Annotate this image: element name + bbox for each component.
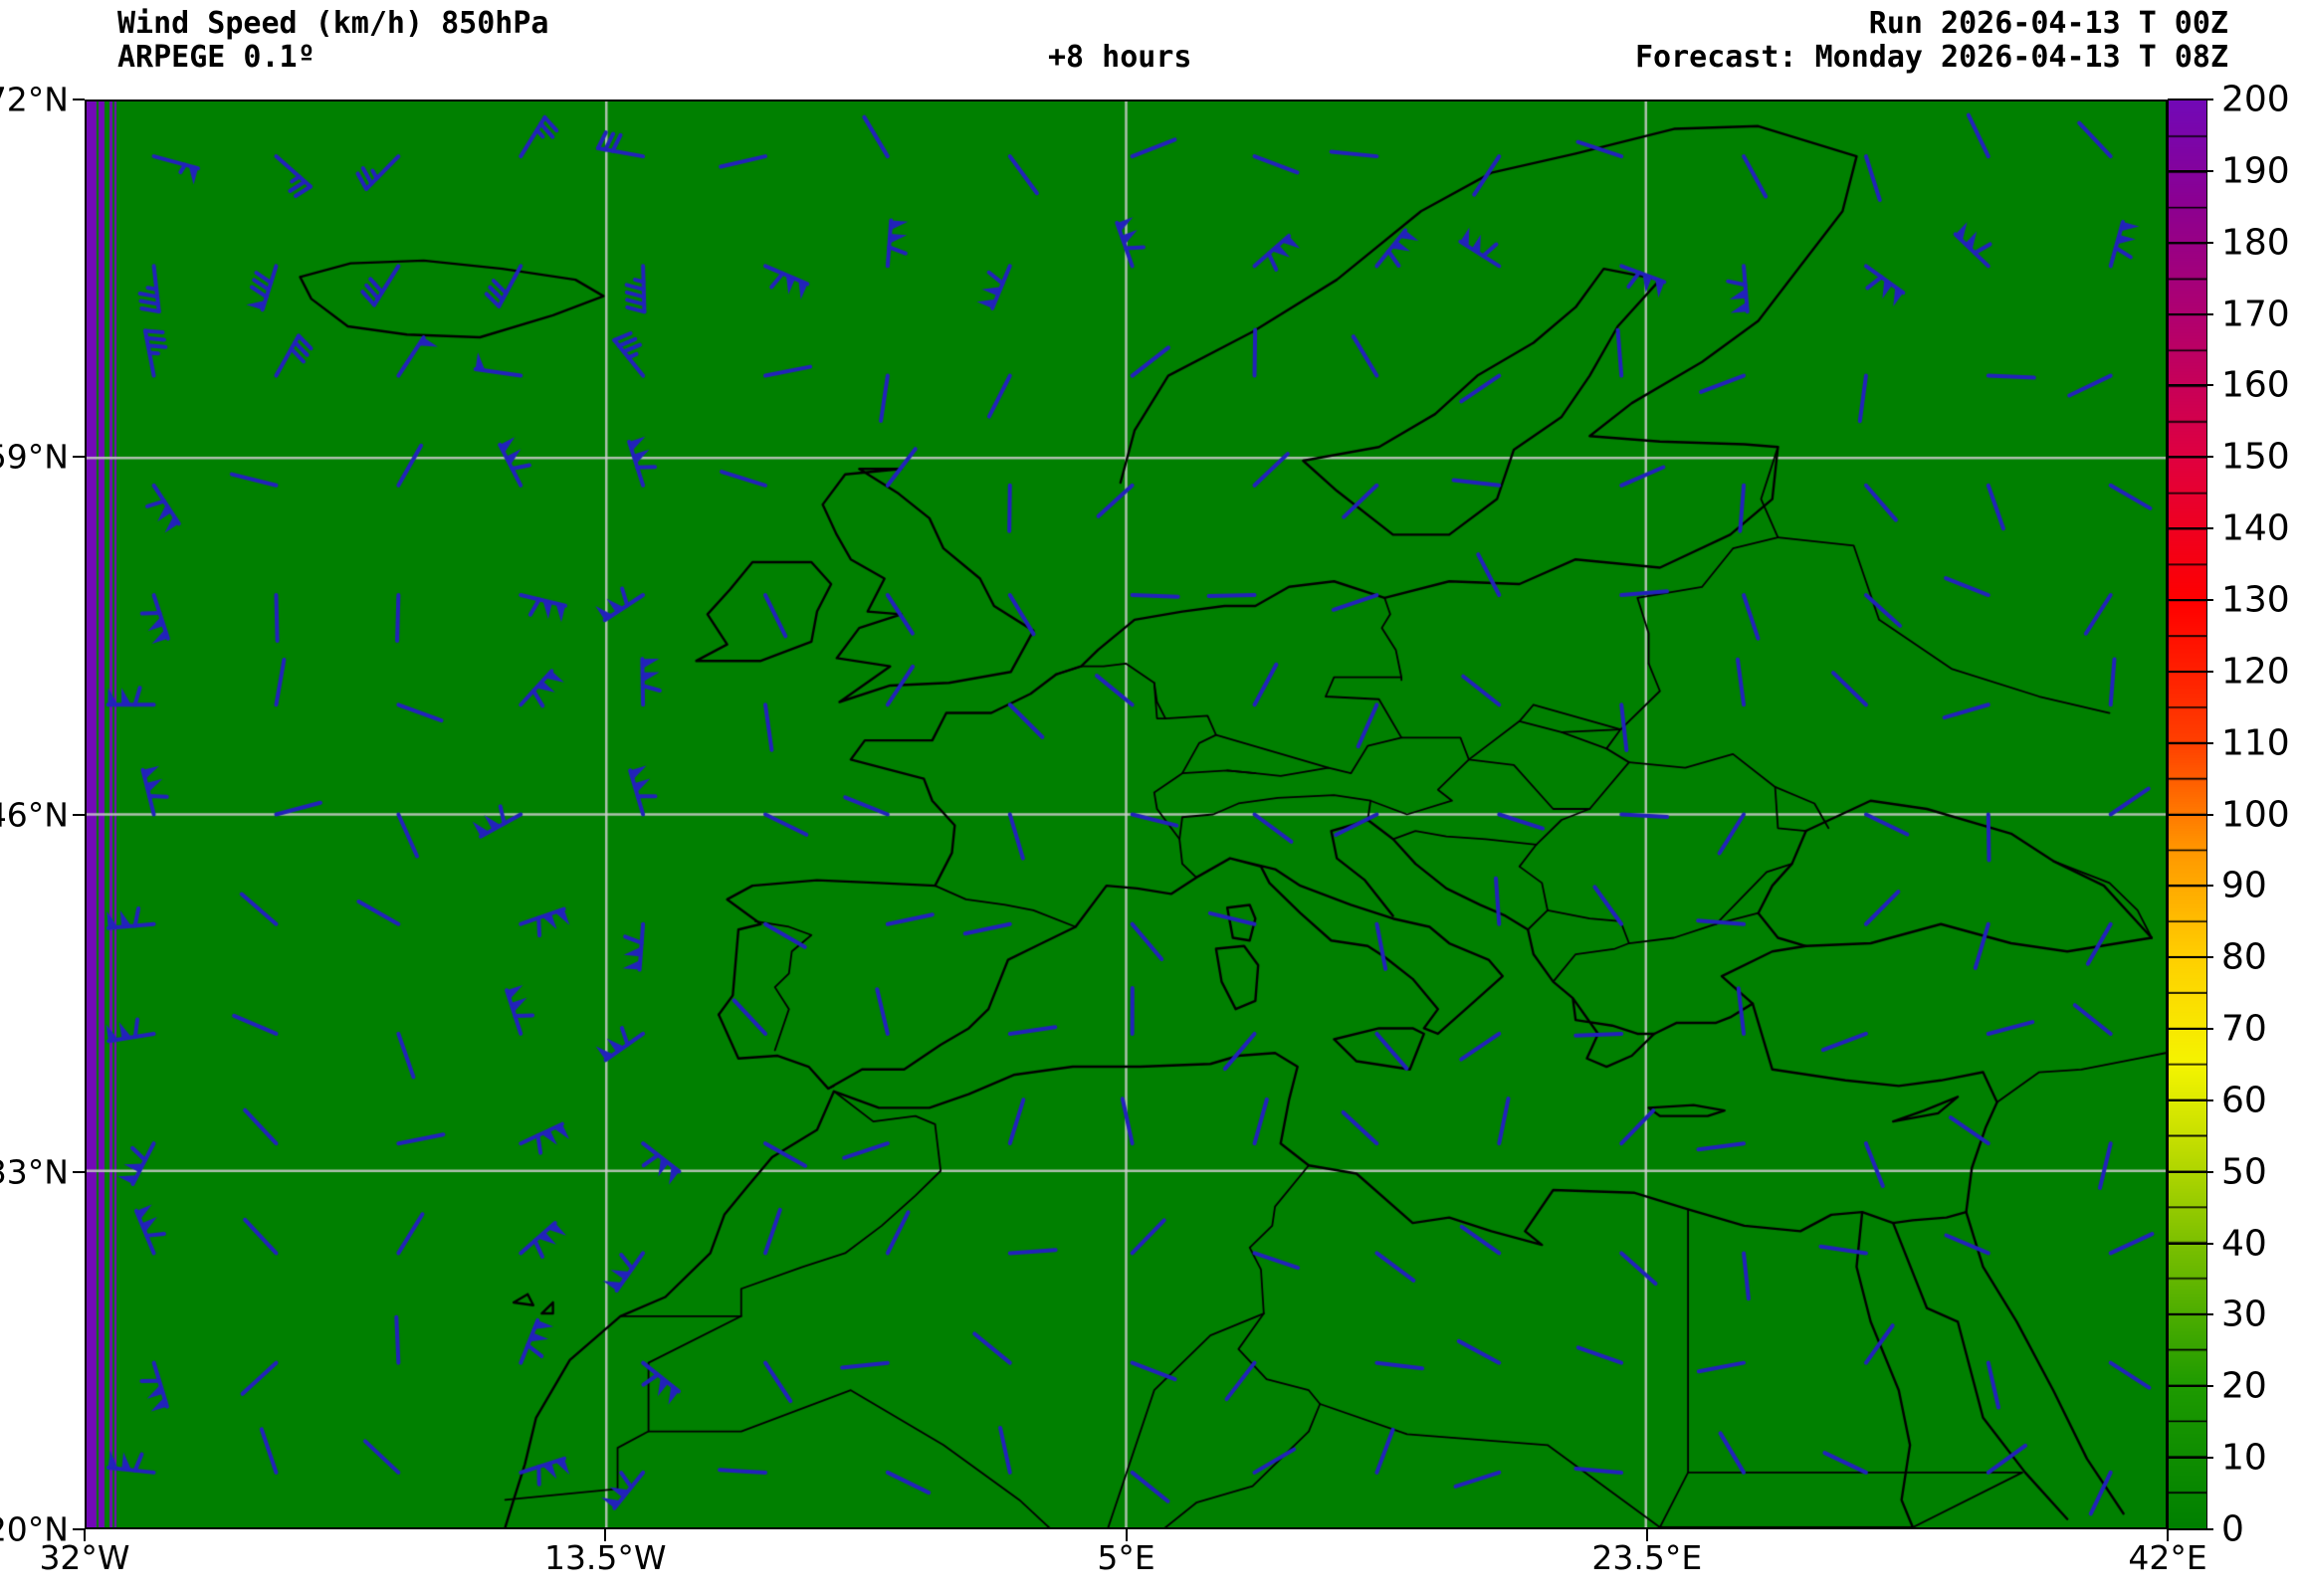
- colorbar-tick-mark: [2168, 741, 2213, 744]
- colorbar-tick-label: 30: [2221, 1294, 2267, 1335]
- colorbar-tick-label: 200: [2221, 79, 2290, 120]
- page-title: Wind Speed (km/h) 850hPa: [117, 6, 549, 41]
- latitude-tick-mark: [73, 813, 85, 816]
- colorbar-tick-mark: [2168, 99, 2213, 100]
- colorbar-tick-mark: [2168, 1242, 2213, 1245]
- map-header: Wind Speed (km/h) 850hPa ARPEGE 0.1º +8 …: [0, 0, 2302, 100]
- longitude-tick-mark: [1645, 1529, 1648, 1541]
- colorbar-tick-label: 190: [2221, 150, 2290, 192]
- weather-map-panel[interactable]: [85, 100, 2168, 1529]
- colorbar-tick-mark: [2168, 956, 2213, 959]
- latitude-tick-mark: [73, 99, 85, 100]
- model-label: ARPEGE 0.1º: [117, 40, 315, 75]
- longitude-tick-mark: [604, 1529, 607, 1541]
- longitude-tick-label: 42°E: [2128, 1538, 2207, 1577]
- latitude-tick-label: 20°N: [0, 1509, 69, 1549]
- colorbar-tick-mark: [2168, 527, 2213, 530]
- colorbar-tick-label: 120: [2221, 651, 2290, 693]
- colorbar-tick-mark: [2168, 169, 2213, 172]
- latitude-tick-label: 33°N: [0, 1152, 69, 1192]
- colorbar-tick-mark: [2168, 813, 2213, 816]
- colorbar-tick-mark: [2168, 1457, 2213, 1460]
- colorbar-tick-mark: [2168, 312, 2213, 315]
- colorbar-tick-mark: [2168, 670, 2213, 673]
- colorbar-tick-mark: [2168, 384, 2213, 387]
- longitude-tick-label: 13.5°W: [543, 1538, 667, 1577]
- longitude-tick-label: 23.5°E: [1591, 1538, 1703, 1577]
- run-timestamp-label: Run 2026-04-13 T 00Z: [1868, 6, 2228, 41]
- colorbar-tick-label: 90: [2221, 865, 2267, 906]
- colorbar-tick-label: 40: [2221, 1223, 2267, 1265]
- latitude-tick-mark: [73, 456, 85, 459]
- colorbar-tick-label: 20: [2221, 1365, 2267, 1407]
- colorbar-tick-label: 140: [2221, 507, 2290, 549]
- colorbar-tick-label: 150: [2221, 436, 2290, 478]
- colorbar-tick-label: 50: [2221, 1151, 2267, 1193]
- colorbar-tick-label: 180: [2221, 222, 2290, 264]
- longitude-tick-label: 5°E: [1097, 1538, 1155, 1577]
- colorbar-tick-mark: [2168, 241, 2213, 244]
- colorbar-tick-mark: [2168, 1098, 2213, 1101]
- latitude-tick-label: 59°N: [0, 437, 69, 477]
- colorbar-tick-mark: [2168, 1028, 2213, 1031]
- latitude-tick-mark: [73, 1528, 85, 1530]
- longitude-tick-mark: [84, 1529, 86, 1541]
- colorbar-tick-mark: [2168, 1170, 2213, 1173]
- colorbar-tick-mark: [2168, 1385, 2213, 1388]
- latitude-tick-mark: [73, 1170, 85, 1173]
- colorbar-tick-mark: [2168, 598, 2213, 601]
- longitude-tick-mark: [2167, 1529, 2169, 1541]
- colorbar-tick-mark: [2168, 456, 2213, 459]
- colorbar-tick-label: 100: [2221, 794, 2290, 835]
- colorbar-tick-label: 110: [2221, 722, 2290, 764]
- colorbar-tick-label: 0: [2221, 1508, 2244, 1550]
- colorbar-tick-label: 10: [2221, 1437, 2267, 1479]
- colorbar-tick-label: 60: [2221, 1080, 2267, 1121]
- colorbar-tick-mark: [2168, 1528, 2213, 1530]
- colorbar-tick-label: 130: [2221, 579, 2290, 621]
- colorbar-tick-mark: [2168, 885, 2213, 888]
- colorbar-tick-label: 70: [2221, 1008, 2267, 1050]
- colorbar-tick-label: 170: [2221, 294, 2290, 335]
- lead-time-label: +8 hours: [1048, 40, 1192, 75]
- latitude-tick-label: 46°N: [0, 795, 69, 834]
- forecast-timestamp-label: Forecast: Monday 2026-04-13 T 08Z: [1634, 40, 2228, 75]
- longitude-tick-label: 32°W: [39, 1538, 130, 1577]
- wind-speed-heatmap[interactable]: [87, 101, 2166, 1527]
- latitude-tick-label: 72°N: [0, 80, 69, 119]
- colorbar-tick-label: 160: [2221, 364, 2290, 406]
- colorbar-tick-mark: [2168, 1313, 2213, 1316]
- colorbar-tick-label: 80: [2221, 936, 2267, 978]
- longitude-tick-mark: [1125, 1529, 1128, 1541]
